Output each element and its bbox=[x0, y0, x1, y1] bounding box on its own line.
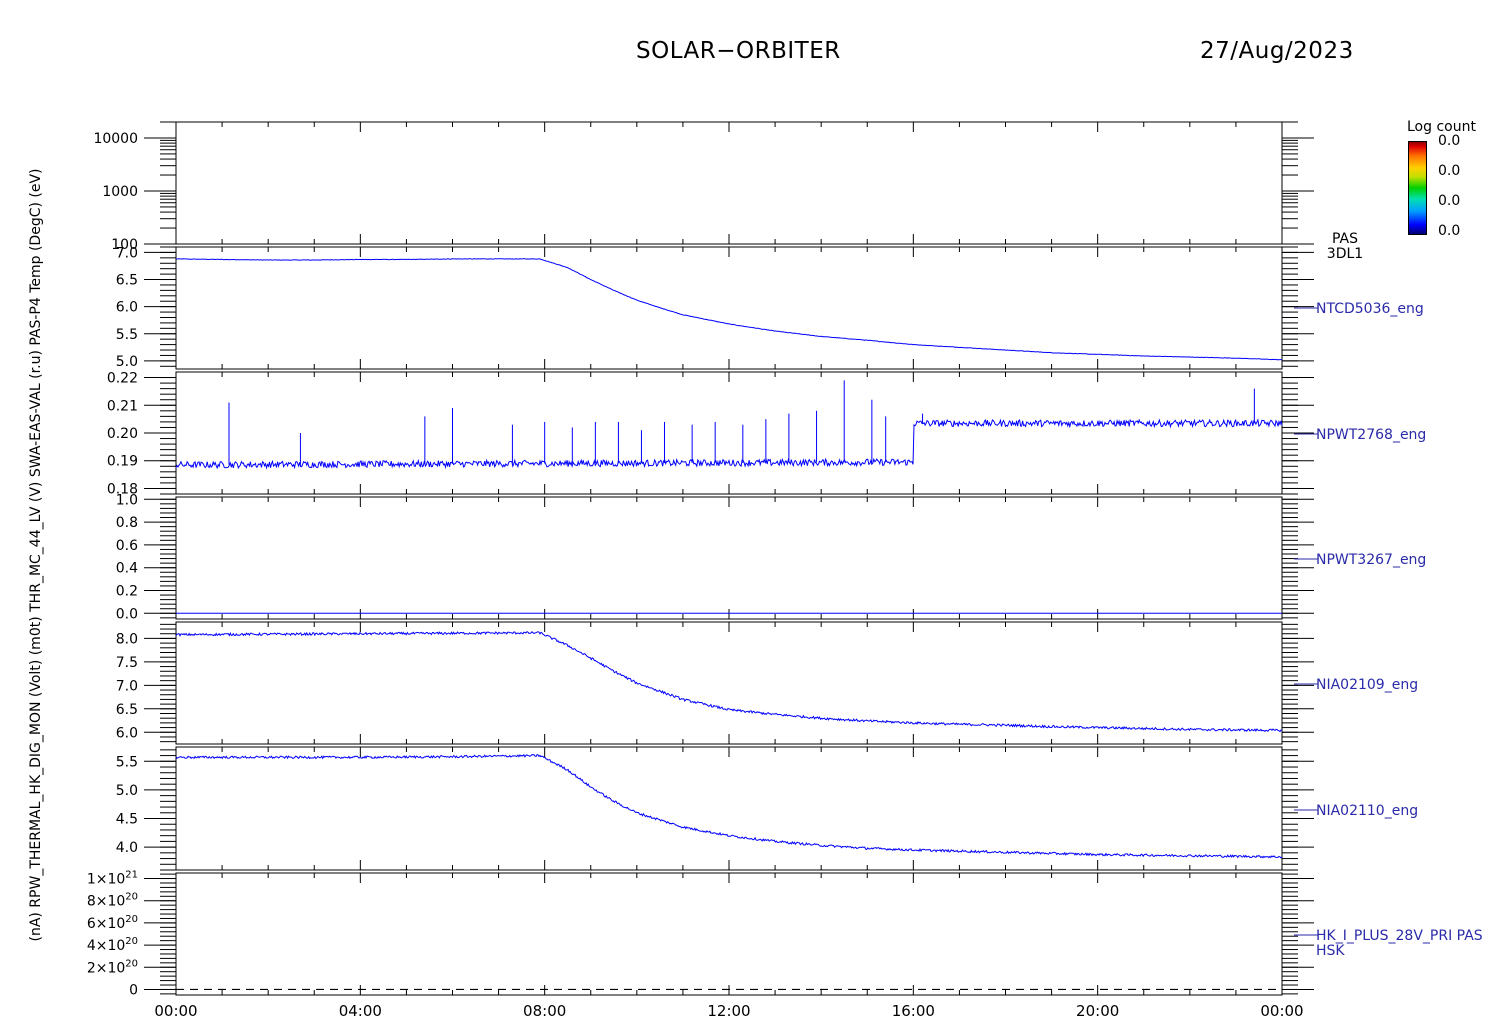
x-tick-label: 12:00 bbox=[707, 1002, 750, 1020]
y-tick-label: 10000 bbox=[93, 131, 138, 147]
colorbar-tick-label: 0.0 bbox=[1438, 163, 1461, 179]
y-tick-label: 6.0 bbox=[116, 300, 138, 316]
y-tick-label: 1000 bbox=[102, 184, 138, 200]
y-tick-label: 5.0 bbox=[116, 354, 138, 370]
series-line bbox=[175, 753, 1283, 859]
panel-label: NPWT3267_eng bbox=[1316, 552, 1426, 568]
x-tick-label: 08:00 bbox=[523, 1002, 566, 1020]
colorbar-tick-label: 0.0 bbox=[1438, 133, 1461, 149]
y-tick-label: 2×1020 bbox=[87, 958, 138, 976]
y-tick-label: 6.5 bbox=[116, 273, 138, 289]
panel-frame bbox=[175, 246, 1283, 370]
panel-label: HSK bbox=[1316, 943, 1345, 959]
left-axis-label: (nA) RPW_THERMAL_HK_DIG_MON (Volt) (m0t)… bbox=[28, 168, 44, 941]
panel-frame bbox=[175, 621, 1283, 745]
x-tick-label: 16:00 bbox=[892, 1002, 935, 1020]
y-tick-label: 0.19 bbox=[107, 454, 138, 470]
panel-frame bbox=[175, 746, 1283, 871]
y-tick-label: 0.0 bbox=[116, 606, 138, 622]
chart-title: SOLAR−ORBITER bbox=[636, 38, 841, 64]
y-tick-label: 5.5 bbox=[116, 327, 138, 343]
x-tick-label: 04:00 bbox=[339, 1002, 382, 1020]
y-tick-label: 7.5 bbox=[116, 655, 138, 671]
y-tick-label: 4.0 bbox=[116, 840, 138, 856]
panel-label: NTCD5036_eng bbox=[1316, 301, 1424, 317]
colorbar-tick-label: 0.0 bbox=[1438, 193, 1461, 209]
y-tick-label: 7.0 bbox=[116, 245, 138, 261]
y-tick-label: 0.2 bbox=[116, 583, 138, 599]
series-line bbox=[175, 418, 1283, 470]
y-tick-label: 4×1020 bbox=[87, 936, 138, 954]
panel-label: HK_I_PLUS_28V_PRI PAS bbox=[1316, 928, 1483, 944]
y-tick-label: 5.5 bbox=[116, 754, 138, 770]
panel-frame bbox=[175, 121, 1283, 245]
colorbar-tick-label: 0.0 bbox=[1438, 223, 1461, 239]
y-tick-label: 1×1021 bbox=[87, 870, 138, 888]
y-tick-label: 4.5 bbox=[116, 812, 138, 828]
chart-date: 27/Aug/2023 bbox=[1200, 38, 1354, 64]
y-tick-label: 0.22 bbox=[107, 371, 138, 387]
colorbar-gradient bbox=[1408, 141, 1427, 235]
colorbar-title: Log count bbox=[1407, 119, 1476, 135]
y-tick-label: 0.6 bbox=[116, 538, 138, 554]
y-tick-label: 7.0 bbox=[116, 678, 138, 694]
y-tick-label: 8×1020 bbox=[87, 892, 138, 910]
panel-label: NIA02109_eng bbox=[1316, 677, 1418, 693]
y-tick-label: 100 bbox=[111, 237, 138, 253]
y-tick-label: 5.0 bbox=[116, 783, 138, 799]
y-tick-label: 1.0 bbox=[116, 492, 138, 508]
series-line bbox=[175, 630, 1282, 733]
x-tick-label: 20:00 bbox=[1076, 1002, 1119, 1020]
panel-frame bbox=[175, 371, 1283, 495]
panel-label: NPWT2768_eng bbox=[1316, 427, 1426, 443]
series-line bbox=[175, 258, 1283, 361]
y-tick-label: 6.0 bbox=[116, 725, 138, 741]
y-tick-label: 0.21 bbox=[107, 398, 138, 414]
panel-label: PAS bbox=[1332, 231, 1358, 247]
y-tick-label: 0.8 bbox=[116, 515, 138, 531]
y-tick-label: 0 bbox=[129, 982, 138, 998]
y-tick-label: 6×1020 bbox=[87, 914, 138, 932]
panel-frame bbox=[175, 496, 1283, 620]
y-tick-label: 0.4 bbox=[116, 561, 138, 577]
panel-label: 3DL1 bbox=[1327, 246, 1363, 262]
panel-frame bbox=[175, 872, 1283, 996]
x-tick-label: 00:00 bbox=[154, 1002, 197, 1020]
y-tick-label: 8.0 bbox=[116, 631, 138, 647]
y-tick-label: 0.20 bbox=[107, 426, 138, 442]
panel-label: NIA02110_eng bbox=[1316, 803, 1418, 819]
x-tick-label: 00:00 bbox=[1260, 1002, 1303, 1020]
y-tick-label: 6.5 bbox=[116, 702, 138, 718]
y-tick-label: 0.18 bbox=[107, 481, 138, 497]
